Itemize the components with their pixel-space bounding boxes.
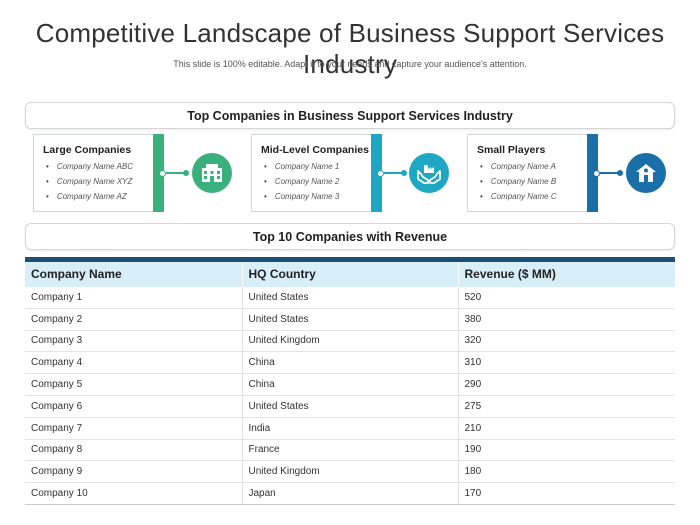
company-cell: Company 1 <box>25 286 242 309</box>
country-cell: China <box>241 351 458 375</box>
country-cell: India <box>241 417 458 440</box>
table-row: Company 8 France 190 <box>25 439 675 462</box>
connector-line <box>384 170 407 176</box>
page-subtitle: This slide is 100% editable. Adapt it to… <box>173 59 527 69</box>
company-cell: Company 8 <box>25 439 242 462</box>
page-title: Competitive Landscape of Business Suppor… <box>35 18 665 79</box>
column-header-company: Company Name <box>31 267 122 282</box>
card-list: Company Name A Company Name B Company Na… <box>477 162 597 201</box>
revenue-cell: 190 <box>457 439 675 462</box>
table-row: Company 2 United States 380 <box>25 308 675 331</box>
revenue-cell: 290 <box>457 373 675 396</box>
country-cell: France <box>241 439 458 462</box>
list-item: Company Name 1 <box>261 162 381 171</box>
table-row: Company 3 United Kingdom 320 <box>25 330 675 353</box>
revenue-cell: 180 <box>457 460 675 484</box>
revenue-cell: 520 <box>457 286 675 309</box>
company-cell: Company 4 <box>25 351 242 375</box>
table-row: Company 1 United States 520 <box>25 286 675 309</box>
connector-node <box>377 170 384 177</box>
table-row: Company 6 United States 275 <box>25 395 675 418</box>
list-item: Company Name AZ <box>43 192 163 201</box>
company-cell: Company 5 <box>25 373 242 396</box>
table-header-row: Company Name HQ Country Revenue ($ MM) <box>25 259 675 287</box>
revenue-cell: 170 <box>457 482 675 505</box>
card-list: Company Name ABC Company Name XYZ Compan… <box>43 162 163 201</box>
card-accent-bar <box>371 134 382 212</box>
building-icon <box>192 153 232 193</box>
factory-hands-icon <box>409 153 449 193</box>
card-title: Mid-Level Companies <box>261 144 369 156</box>
country-cell: United States <box>241 308 458 331</box>
column-header-revenue: Revenue ($ MM) <box>457 259 675 287</box>
small-players-card: Small Players Company Name A Company Nam… <box>467 134 600 212</box>
list-item: Company Name 3 <box>261 192 381 201</box>
revenue-cell: 210 <box>457 417 675 440</box>
connector-node <box>159 170 166 177</box>
table-row: Company 5 China 290 <box>25 373 675 396</box>
connector-node <box>593 170 600 177</box>
connector-line <box>166 170 189 176</box>
revenue-cell: 380 <box>457 308 675 331</box>
company-cell: Company 2 <box>25 308 242 331</box>
country-cell: United Kingdom <box>241 460 458 484</box>
country-cell: United Kingdom <box>241 330 458 353</box>
list-item: Company Name ABC <box>43 162 163 171</box>
table-row: Company 10 Japan 170 <box>25 482 675 505</box>
house-pin-icon <box>626 153 666 193</box>
card-accent-bar <box>153 134 164 212</box>
company-cell: Company 6 <box>25 395 242 418</box>
revenue-cell: 320 <box>457 330 675 353</box>
company-cell: Company 3 <box>25 330 242 353</box>
column-header-country: HQ Country <box>241 259 458 287</box>
table-row: Company 4 China 310 <box>25 351 675 375</box>
country-cell: United States <box>241 286 458 309</box>
country-cell: United States <box>241 395 458 418</box>
list-item: Company Name B <box>477 177 597 186</box>
revenue-cell: 310 <box>457 351 675 375</box>
list-item: Company Name 2 <box>261 177 381 186</box>
company-cell: Company 10 <box>25 482 242 505</box>
table-row: Company 9 United Kingdom 180 <box>25 460 675 484</box>
card-title: Large Companies <box>43 144 132 156</box>
card-title: Small Players <box>477 144 546 156</box>
top-companies-heading: Top Companies in Business Support Servic… <box>25 102 675 129</box>
list-item: Company Name A <box>477 162 597 171</box>
list-item: Company Name XYZ <box>43 177 163 186</box>
card-list: Company Name 1 Company Name 2 Company Na… <box>261 162 381 201</box>
company-cell: Company 9 <box>25 460 242 484</box>
table-row: Company 7 India 210 <box>25 417 675 440</box>
connector-line <box>600 170 623 176</box>
mid-level-companies-card: Mid-Level Companies Company Name 1 Compa… <box>251 134 384 212</box>
company-cell: Company 7 <box>25 417 242 440</box>
revenue-table: Company Name HQ Country Revenue ($ MM) C… <box>25 257 675 505</box>
revenue-table-heading: Top 10 Companies with Revenue <box>25 223 675 250</box>
card-accent-bar <box>587 134 598 212</box>
revenue-cell: 275 <box>457 395 675 418</box>
large-companies-card: Large Companies Company Name ABC Company… <box>33 134 166 212</box>
country-cell: Japan <box>241 482 458 505</box>
list-item: Company Name C <box>477 192 597 201</box>
country-cell: China <box>241 373 458 396</box>
